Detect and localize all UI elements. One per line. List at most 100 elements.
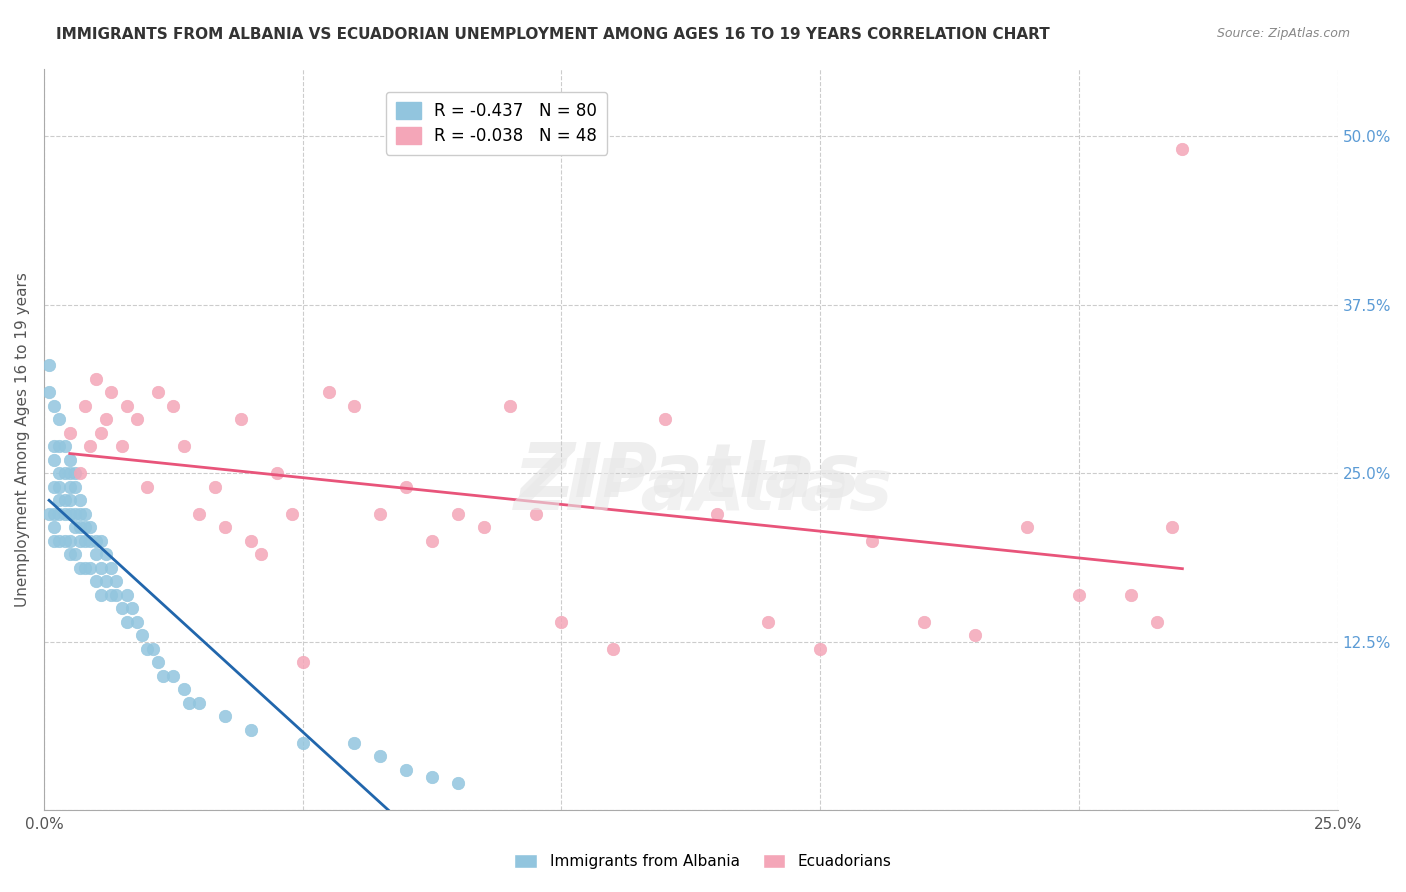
Point [1067,588,1090,602]
Point [53,533,76,548]
Point [105,588,128,602]
Point [368,749,391,764]
Point [44,439,66,453]
Point [162,668,184,682]
Text: IMMIGRANTS FROM ALBANIA VS ECUADORIAN UNEMPLOYMENT AMONG AGES 16 TO 19 YEARS COR: IMMIGRANTS FROM ALBANIA VS ECUADORIAN UN… [56,27,1050,42]
Point [395,763,418,777]
Point [239,533,262,548]
Point [706,507,728,521]
Point [59,547,82,561]
Point [48,467,70,481]
Point [69,507,91,521]
Point [447,507,470,521]
Point [110,439,132,453]
Point [69,560,91,574]
Point [63,480,86,494]
Point [48,533,70,548]
Point [69,520,91,534]
Point [115,588,138,602]
Point [188,507,211,521]
Point [250,547,273,561]
Point [38,385,60,400]
Point [79,533,101,548]
Point [318,385,340,400]
Point [115,615,138,629]
Point [229,412,252,426]
Point [84,372,107,386]
Point [44,452,66,467]
Point [75,560,97,574]
Point [1171,143,1194,157]
Point [90,560,112,574]
Point [173,681,195,696]
Point [177,696,200,710]
Point [59,480,82,494]
Point [69,493,91,508]
Point [1161,520,1184,534]
Point [214,520,236,534]
Point [48,493,70,508]
Point [654,412,676,426]
Point [84,574,107,588]
Point [152,668,174,682]
Point [44,533,66,548]
Point [214,709,236,723]
Point [602,641,624,656]
Point [343,399,366,413]
Point [63,520,86,534]
Point [291,655,314,669]
Point [84,533,107,548]
Point [1017,520,1039,534]
Point [808,641,831,656]
Point [63,467,86,481]
Point [75,533,97,548]
Point [75,399,97,413]
Point [131,628,153,642]
Point [447,776,470,790]
Point [368,507,391,521]
Point [44,520,66,534]
Point [146,385,169,400]
Point [48,439,70,453]
Point [281,507,304,521]
Point [100,385,122,400]
Point [48,507,70,521]
Point [100,588,122,602]
Point [38,359,60,373]
Y-axis label: Unemployment Among Ages 16 to 19 years: Unemployment Among Ages 16 to 19 years [15,272,30,607]
Point [84,547,107,561]
Point [94,574,117,588]
Legend: R = -0.437   N = 80, R = -0.038   N = 48: R = -0.437 N = 80, R = -0.038 N = 48 [387,92,607,154]
Point [59,467,82,481]
Point [204,480,226,494]
Point [53,439,76,453]
Point [75,507,97,521]
Point [59,493,82,508]
Point [343,736,366,750]
Point [420,533,443,548]
Point [69,533,91,548]
Point [59,425,82,440]
Point [1119,588,1142,602]
Point [44,399,66,413]
Point [79,439,101,453]
Point [59,507,82,521]
Point [965,628,987,642]
Point [136,641,159,656]
Point [63,547,86,561]
Point [48,480,70,494]
Point [162,399,184,413]
Point [860,533,883,548]
Point [912,615,935,629]
Point [1146,615,1168,629]
Point [94,412,117,426]
Point [44,507,66,521]
Point [90,533,112,548]
Point [110,601,132,615]
Point [100,560,122,574]
Point [53,467,76,481]
Point [90,588,112,602]
Point [94,547,117,561]
Point [498,399,520,413]
Point [69,467,91,481]
